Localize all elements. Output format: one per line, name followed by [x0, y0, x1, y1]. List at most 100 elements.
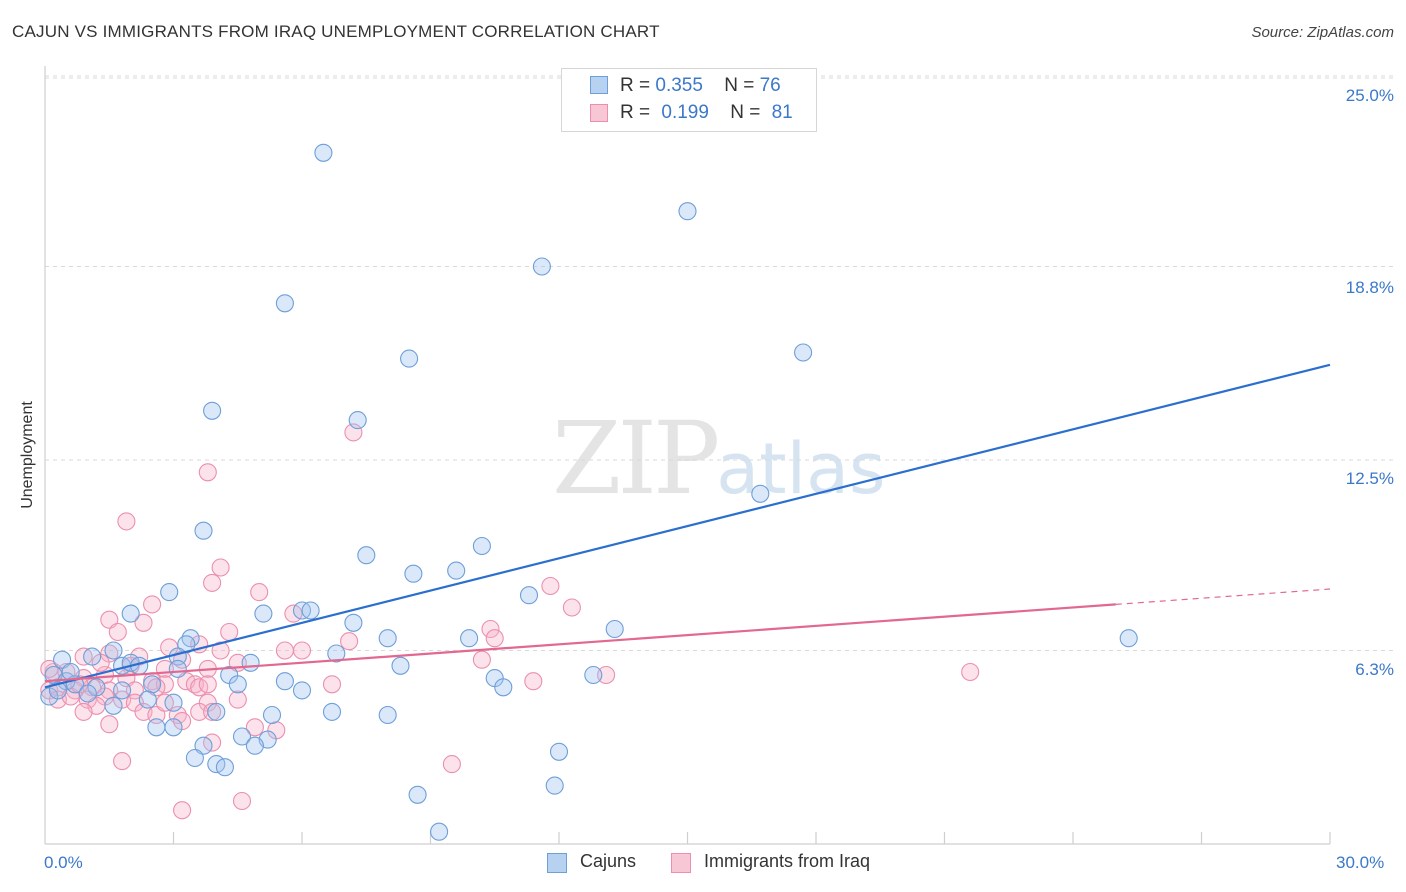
x-tick-label-min: 0.0% [44, 853, 83, 872]
cajuns-point [215, 758, 234, 777]
cajuns-point [228, 675, 247, 694]
watermark: ZIPatlas [552, 400, 885, 517]
iraq-point [232, 791, 252, 811]
iraq-trend-line [44, 603, 1116, 683]
cajuns-point [344, 613, 363, 632]
cajuns-point [185, 748, 204, 768]
cajuns-point [168, 659, 187, 678]
cajuns-point [232, 727, 252, 746]
stats-box: R = 0.355 N = 76 R = 0.199 N = 81 [561, 68, 817, 132]
iraq-point [198, 463, 217, 482]
iraq-point [220, 622, 239, 642]
legend-label-iraq: Immigrants from Iraq [704, 851, 871, 871]
cajuns-point [1119, 629, 1138, 648]
iraq-point [198, 675, 217, 694]
legend-swatch-cajuns [547, 853, 567, 873]
cajuns-point [53, 650, 72, 669]
cajuns-point [164, 718, 183, 737]
iraq-point [245, 718, 264, 737]
cajuns-point [83, 647, 102, 666]
cajuns-point [301, 601, 320, 620]
iraq-point [117, 512, 136, 531]
cajuns-point [532, 257, 551, 276]
cajuns-point [194, 521, 213, 540]
r-label: R = [620, 75, 651, 96]
iraq-point [292, 641, 312, 660]
iraq-point [173, 801, 192, 820]
cajuns-point [472, 536, 491, 556]
iraq-point [472, 650, 491, 669]
iraq-point [562, 598, 581, 617]
cajuns-point [549, 742, 569, 761]
iraq-point [524, 672, 543, 691]
cajuns-point [408, 785, 427, 804]
cajuns-point [275, 672, 294, 691]
cajuns-point [203, 401, 222, 420]
iraq-point [541, 576, 560, 596]
y-tick-label: 12.5% [1345, 469, 1394, 488]
cajuns-point [314, 143, 333, 162]
cajuns-point [400, 349, 419, 368]
cajuns-point [404, 564, 423, 583]
y-tick-label: 18.8% [1345, 278, 1394, 297]
cajuns-n-value: 76 [759, 75, 781, 96]
cajuns-point [357, 546, 376, 565]
iraq-point [125, 681, 144, 700]
y-tick-label: 6.3% [1355, 660, 1394, 679]
cajuns-point [104, 696, 123, 715]
x-tick-label-max: 30.0% [1336, 853, 1385, 872]
watermark-zip: ZIP [552, 400, 720, 517]
iraq-point [211, 558, 230, 577]
iraq-point [442, 755, 461, 774]
iraq-point [250, 583, 269, 602]
n-label: N = [724, 75, 755, 96]
cajuns-point [584, 665, 603, 685]
iraq-point [134, 613, 153, 632]
iraq-point [597, 665, 616, 685]
cajuns-point [194, 736, 213, 755]
y-tick-label: 25.0% [1345, 86, 1394, 105]
cajuns-point [245, 736, 264, 755]
cajuns-stats-row: R = 0.355 N = 76 [620, 75, 781, 99]
cajuns-point [378, 629, 397, 648]
cajuns-point [494, 678, 513, 697]
cajuns-point [138, 690, 157, 709]
cajuns-point [143, 675, 162, 694]
cajuns-point [327, 644, 346, 663]
cajuns-point [78, 684, 97, 703]
iraq-point [961, 662, 980, 682]
cajuns-point [460, 629, 479, 648]
cajuns-point [678, 202, 697, 221]
cajuns-trend-line [44, 363, 1331, 689]
cajuns-point [160, 583, 179, 602]
cajuns-point [241, 653, 260, 672]
iraq-point [340, 632, 359, 651]
iraq-point [322, 675, 342, 694]
cajuns-point [430, 822, 449, 841]
iraq-point [485, 629, 504, 648]
cajuns-point [519, 586, 539, 605]
cajuns-point [113, 681, 132, 700]
iraq-point [108, 622, 127, 642]
cajuns-point [794, 343, 813, 362]
watermark-atlas: atlas [716, 428, 886, 510]
iraq-point [74, 702, 93, 721]
iraq-swatch [590, 104, 608, 122]
iraq-r-value: 0.199 [661, 102, 709, 123]
cajuns-point [447, 561, 466, 580]
source-credit: Source: ZipAtlas.com [1251, 24, 1394, 41]
legend-label-cajuns: Cajuns [580, 851, 637, 871]
cajuns-point [164, 693, 183, 712]
iraq-point [203, 573, 222, 592]
iraq-point [100, 610, 119, 629]
cajuns-point [104, 641, 123, 660]
iraq-point [147, 705, 166, 725]
iraq-point [203, 702, 222, 721]
cajuns-point [322, 702, 342, 721]
cajuns-point [378, 705, 397, 725]
n-label: N = [730, 102, 761, 123]
iraq-stats-row: R = 0.199 N = 81 [620, 102, 793, 126]
cajuns-point [348, 411, 367, 430]
cajuns-point [275, 294, 294, 313]
